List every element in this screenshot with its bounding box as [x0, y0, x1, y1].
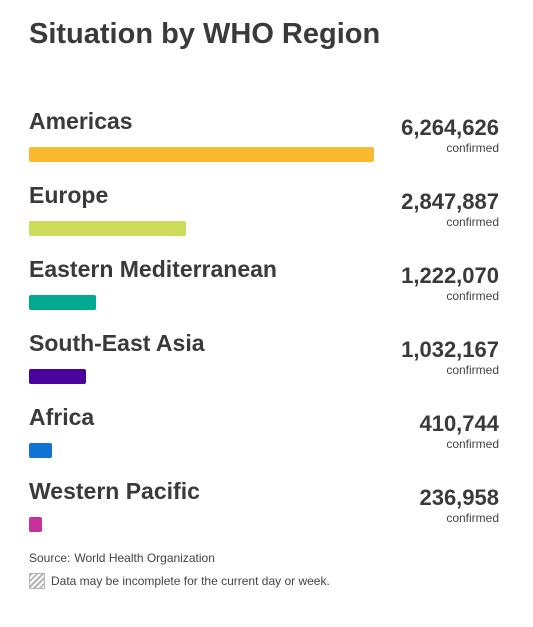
region-bar [29, 147, 374, 162]
data-note-text: Data may be incomplete for the current d… [51, 574, 330, 588]
region-name: South-East Asia [29, 330, 205, 356]
region-bar [29, 295, 96, 310]
region-bar [29, 443, 52, 458]
region-value-unit: confirmed [446, 511, 499, 525]
region-bar [29, 369, 86, 384]
source-line: Source: World Health Organization [29, 551, 215, 565]
hatched-pattern-icon [29, 573, 45, 589]
region-value: 1,222,070 [401, 263, 499, 288]
source-label: Source: [29, 551, 71, 565]
region-row: Europe 2,847,887 confirmed [0, 182, 533, 256]
region-bar [29, 221, 186, 236]
region-value: 410,744 [419, 411, 499, 436]
region-value: 2,847,887 [401, 189, 499, 214]
region-name: Western Pacific [29, 478, 200, 504]
region-bar [29, 517, 42, 532]
region-row: Eastern Mediterranean 1,222,070 confirmed [0, 256, 533, 330]
data-note: Data may be incomplete for the current d… [29, 573, 330, 589]
region-value-unit: confirmed [446, 437, 499, 451]
region-value: 6,264,626 [401, 115, 499, 140]
region-row: South-East Asia 1,032,167 confirmed [0, 330, 533, 404]
region-name: Europe [29, 182, 109, 208]
region-value-unit: confirmed [446, 289, 499, 303]
region-name: Americas [29, 108, 133, 134]
region-name: Eastern Mediterranean [29, 256, 277, 282]
region-row: Western Pacific 236,958 confirmed [0, 478, 533, 552]
region-row: Africa 410,744 confirmed [0, 404, 533, 478]
region-value-unit: confirmed [446, 141, 499, 155]
chart-title: Situation by WHO Region [29, 18, 381, 50]
region-value: 236,958 [419, 485, 499, 510]
region-row: Americas 6,264,626 confirmed [0, 108, 533, 182]
region-value: 1,032,167 [401, 337, 499, 362]
region-value-unit: confirmed [446, 215, 499, 229]
source-value: World Health Organization [74, 551, 215, 565]
region-value-unit: confirmed [446, 363, 499, 377]
region-name: Africa [29, 404, 95, 430]
